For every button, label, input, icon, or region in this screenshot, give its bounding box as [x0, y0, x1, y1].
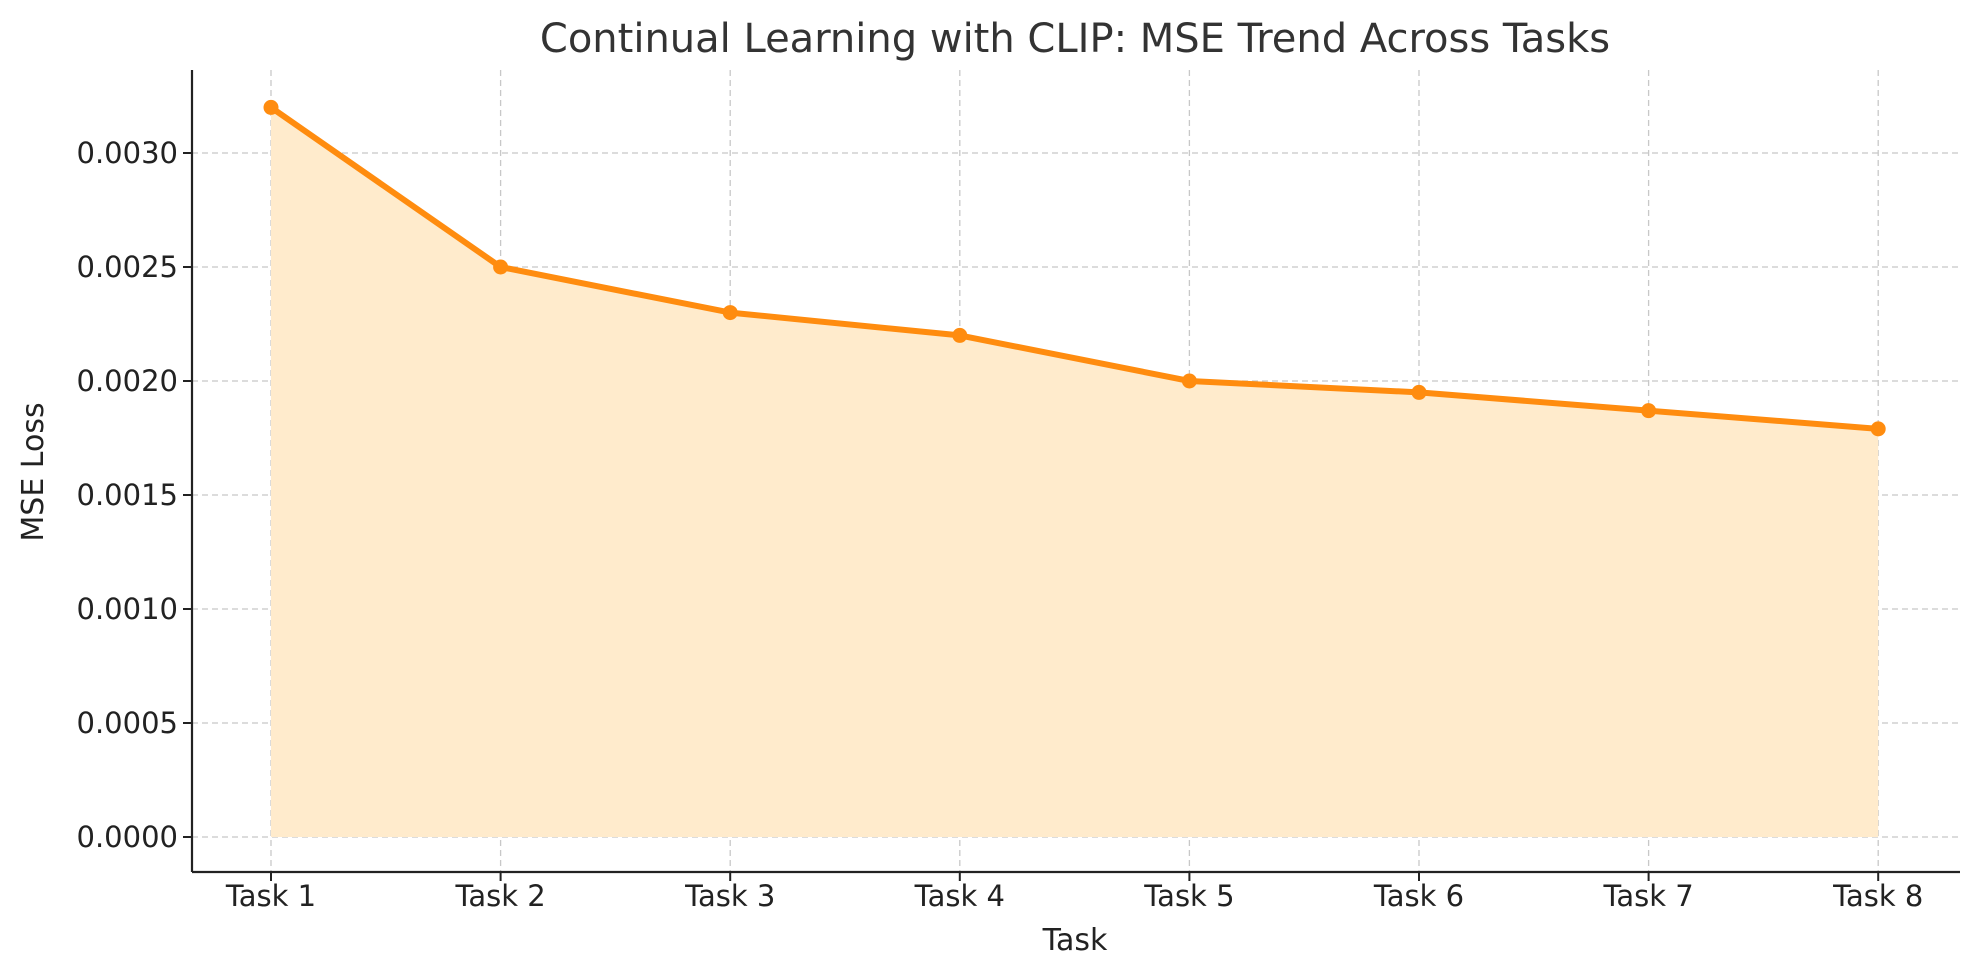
y-tick-label: 0.0005 [77, 706, 178, 740]
data-point [1641, 403, 1657, 419]
y-tick-label: 0.0000 [77, 820, 178, 854]
chart-title: Continual Learning with CLIP: MSE Trend … [540, 16, 1610, 62]
y-tick-label: 0.0030 [77, 136, 178, 170]
data-point [493, 259, 509, 275]
x-tick-label: Task 3 [684, 879, 775, 913]
series-line [269, 104, 1879, 432]
x-tick-label: Task 1 [225, 879, 316, 913]
area-fill [271, 107, 1879, 837]
data-point [952, 327, 968, 343]
data-points [263, 99, 1886, 437]
data-point [263, 99, 279, 115]
axes [190, 70, 1960, 874]
data-point [1870, 421, 1886, 437]
x-tick-labels: Task 1 Task 2 Task 3 Task 4 Task 5 Task 6 Task… [225, 872, 1923, 913]
data-point [1411, 384, 1427, 400]
x-tick-label: Task 7 [1602, 879, 1693, 913]
x-tick-label: Task 4 [914, 879, 1005, 913]
y-tick-label: 0.0010 [77, 592, 178, 626]
x-tick-label: Task 2 [454, 879, 545, 913]
y-tick-label: 0.0015 [77, 478, 178, 512]
x-axis-label: Task [1042, 923, 1108, 958]
y-tick-label: 0.0020 [77, 364, 178, 398]
y-tick-label: 0.0025 [77, 250, 178, 284]
y-axis-label: MSE Loss [16, 402, 51, 541]
x-tick-label: Task 6 [1373, 879, 1464, 913]
x-tick-label: Task 5 [1143, 879, 1234, 913]
y-tick-labels: 0.0000 0.0005 0.0010 0.0015 0.0020 0.0025 0.00… [77, 136, 192, 854]
data-point [722, 305, 738, 321]
data-point [1181, 373, 1197, 389]
x-tick-label: Task 8 [1832, 879, 1923, 913]
